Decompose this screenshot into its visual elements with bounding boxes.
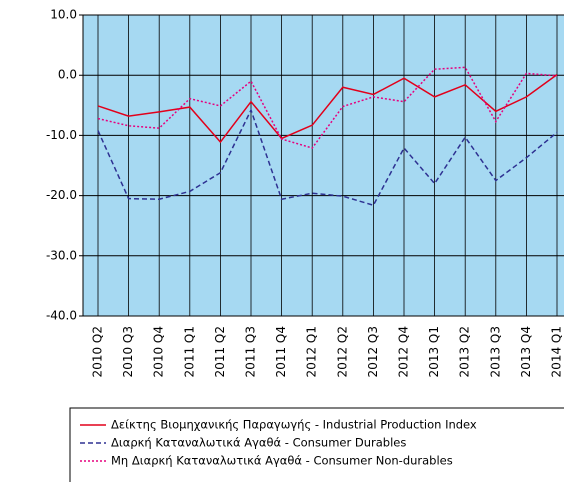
x-tick-label: 2010 Q4 xyxy=(152,326,166,377)
y-tick-label: 10.0 xyxy=(50,8,77,22)
series-line xyxy=(97,108,558,207)
x-tick-label: 2012 Q4 xyxy=(397,326,411,377)
x-tick-label: 2012 Q2 xyxy=(335,326,349,377)
x-tick-label: 2012 Q3 xyxy=(366,326,380,377)
legend-label: Διαρκή Καταναλωτικά Αγαθά - Consumer Dur… xyxy=(111,436,406,450)
y-tick-label: -30.0 xyxy=(46,248,77,262)
x-tick-label: 2013 Q2 xyxy=(458,326,472,377)
x-tick-label: 2013 Q4 xyxy=(519,326,533,377)
y-tick-label: 0.0 xyxy=(58,68,77,82)
series-line xyxy=(97,73,558,144)
x-tick-label: 2014 Q1 xyxy=(550,326,564,377)
x-tick-label: 2013 Q1 xyxy=(427,326,441,377)
series-line xyxy=(97,66,558,149)
x-tick-label: 2010 Q2 xyxy=(91,326,105,377)
legend-label: Μη Διαρκή Καταναλωτικά Αγαθά - Consumer … xyxy=(111,454,453,468)
legend-label: Δείκτης Βιομηχανικής Παραγωγής - Industr… xyxy=(111,418,477,432)
x-tick-label: 2011 Q3 xyxy=(244,326,258,377)
x-tick-label: 2012 Q1 xyxy=(305,326,319,377)
x-tick-label: 2011 Q1 xyxy=(182,326,196,377)
x-tick-label: 2011 Q4 xyxy=(274,326,288,377)
y-tick-label: -40.0 xyxy=(46,309,77,323)
x-tick-label: 2013 Q3 xyxy=(488,326,502,377)
y-tick-label: -20.0 xyxy=(46,188,77,202)
y-tick-label: -10.0 xyxy=(46,128,77,142)
legend-box xyxy=(69,407,564,482)
plot-area xyxy=(83,15,564,316)
x-tick-label: 2010 Q3 xyxy=(121,326,135,377)
x-tick-label: 2011 Q2 xyxy=(213,326,227,377)
